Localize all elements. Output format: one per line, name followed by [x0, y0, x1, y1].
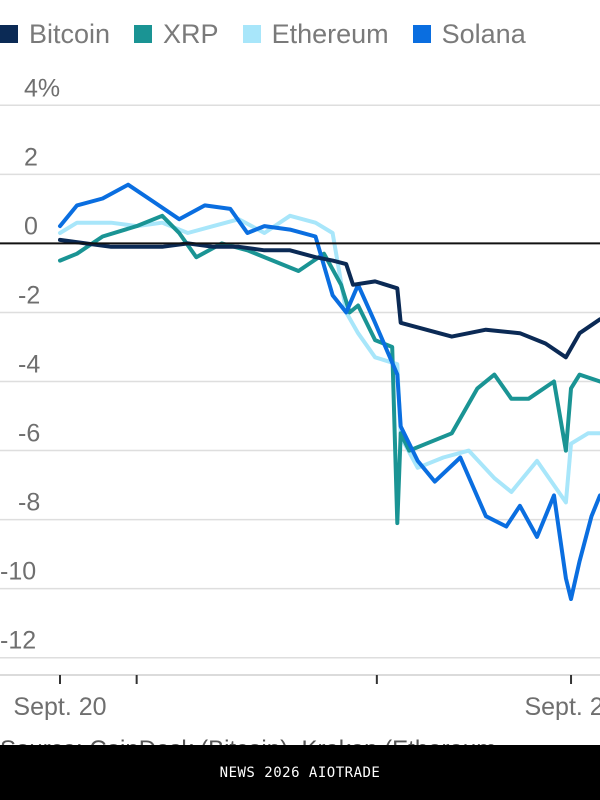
legend-swatch	[134, 25, 153, 43]
y-tick-label: -4	[18, 351, 40, 379]
footer-banner: NEWS 2026 AIOTRADE	[0, 745, 600, 800]
legend-swatch	[242, 25, 261, 43]
y-tick-label: -6	[18, 420, 40, 448]
legend-label: Solana	[441, 18, 526, 49]
y-axis-labels: 4% 2 0 -2 -4 -6 -8 -10 -12	[0, 74, 60, 654]
legend-swatch	[412, 25, 431, 43]
series-lines	[58, 182, 600, 601]
legend-swatch	[0, 25, 18, 43]
x-axis: Sept. 20 Sept. 23	[0, 674, 600, 721]
y-tick-label: -10	[0, 558, 36, 586]
legend-label: Ethereum	[271, 18, 389, 49]
legend-item-xrp: XRP	[134, 19, 219, 50]
y-tick-label: -12	[0, 627, 36, 655]
series-line-solana	[58, 182, 600, 601]
footer-text: NEWS 2026 AIOTRADE	[219, 764, 381, 781]
legend-label: Bitcoin	[29, 18, 111, 49]
series-line-bitcoin	[58, 237, 600, 360]
y-tick-label: 2	[24, 143, 38, 171]
legend-item-bitcoin: Bitcoin	[0, 19, 110, 50]
x-tick-label: Sept. 20	[13, 693, 106, 721]
chart-legend: Bitcoin XRP Ethereum Solana	[0, 14, 550, 54]
legend-item-solana: Solana	[412, 18, 526, 50]
gridlines	[0, 104, 600, 659]
y-tick-label: -2	[18, 281, 40, 309]
series-line-xrp	[58, 213, 600, 526]
line-chart: 4% 2 0 -2 -4 -6 -8 -10 -12 Sept. 20 Sept. 23	[0, 74, 600, 721]
y-tick-label: -8	[18, 489, 40, 517]
legend-item-ethereum: Ethereum	[242, 18, 389, 50]
y-tick-label: 4%	[24, 74, 60, 102]
x-tick-label: Sept. 23	[524, 693, 600, 721]
y-tick-label: 0	[24, 212, 38, 240]
legend-label: XRP	[163, 18, 219, 49]
